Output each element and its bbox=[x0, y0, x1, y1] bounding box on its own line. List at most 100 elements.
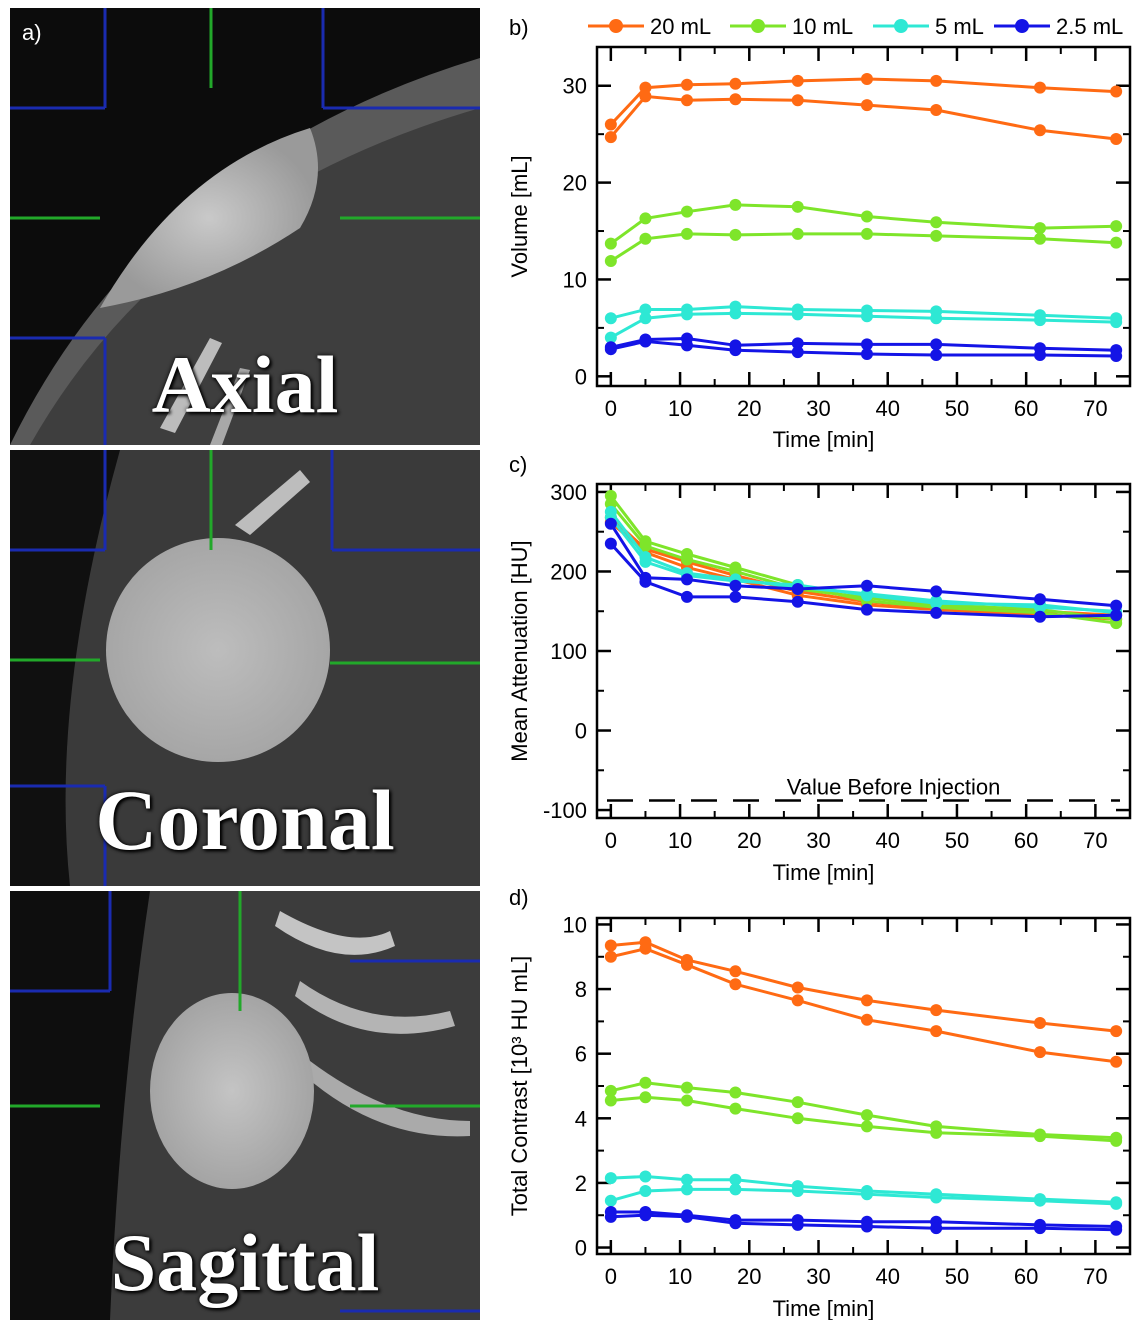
x-tick-label: 50 bbox=[945, 828, 969, 853]
data-point bbox=[930, 606, 943, 619]
view-separator bbox=[10, 886, 480, 891]
data-point bbox=[680, 1081, 693, 1094]
data-point bbox=[930, 1025, 943, 1038]
y-tick-label: 0 bbox=[575, 719, 587, 744]
data-point bbox=[680, 590, 693, 603]
data-point bbox=[930, 103, 943, 116]
y-tick-label: 6 bbox=[575, 1042, 587, 1067]
data-point bbox=[791, 582, 804, 595]
data-point bbox=[1110, 599, 1123, 612]
data-point bbox=[930, 312, 943, 325]
data-point bbox=[930, 1191, 943, 1204]
data-point bbox=[1034, 232, 1047, 245]
data-point bbox=[639, 575, 652, 588]
data-point bbox=[680, 339, 693, 352]
data-point bbox=[604, 537, 617, 550]
data-point bbox=[604, 343, 617, 356]
y-tick-label: 100 bbox=[550, 639, 587, 664]
data-point bbox=[639, 312, 652, 325]
legend: 20 mL 10 mL 5 mL 2.5 mL bbox=[588, 14, 1123, 39]
data-point bbox=[604, 331, 617, 344]
data-point bbox=[860, 310, 873, 323]
data-point bbox=[930, 1004, 943, 1017]
data-point bbox=[860, 603, 873, 616]
data-point bbox=[604, 131, 617, 144]
data-point bbox=[639, 1091, 652, 1104]
x-tick-label: 60 bbox=[1014, 396, 1038, 421]
data-point bbox=[791, 74, 804, 87]
x-tick-label: 70 bbox=[1083, 396, 1107, 421]
data-point bbox=[639, 81, 652, 94]
chart-volume: 0 10 20 30 40 50 60 70 0 10 20 30 Time [min] Volume [… bbox=[507, 15, 1132, 452]
data-point bbox=[1034, 610, 1047, 623]
plot-frame bbox=[595, 482, 1132, 820]
data-point bbox=[639, 232, 652, 245]
data-point bbox=[1034, 1130, 1047, 1143]
x-tick-label: 0 bbox=[605, 828, 617, 853]
data-point bbox=[791, 595, 804, 608]
x-tick-label: 50 bbox=[945, 396, 969, 421]
data-point bbox=[860, 72, 873, 85]
data-point bbox=[680, 1210, 693, 1223]
data-point bbox=[1110, 609, 1123, 622]
data-point bbox=[729, 344, 742, 357]
reference-line-label: Value Before Injection bbox=[787, 775, 1001, 800]
data-point bbox=[860, 210, 873, 223]
data-point bbox=[860, 227, 873, 240]
data-point bbox=[729, 1086, 742, 1099]
y-tick-label: -100 bbox=[543, 798, 587, 823]
data-point bbox=[639, 212, 652, 225]
data-point bbox=[930, 74, 943, 87]
data-point bbox=[604, 255, 617, 268]
x-tick-label: 10 bbox=[668, 1264, 692, 1289]
data-point bbox=[860, 589, 873, 602]
data-point bbox=[1034, 1222, 1047, 1235]
y-tick-label: 30 bbox=[563, 74, 587, 99]
legend-label: 5 mL bbox=[935, 14, 984, 39]
data-point bbox=[680, 227, 693, 240]
data-point bbox=[930, 597, 943, 610]
y-tick-label: 4 bbox=[575, 1106, 587, 1131]
x-tick-label: 20 bbox=[737, 396, 761, 421]
data-point bbox=[680, 1173, 693, 1186]
y-axis-label: Mean Attenuation [HU] bbox=[507, 540, 532, 761]
x-tick-label: 30 bbox=[806, 828, 830, 853]
data-point bbox=[604, 1172, 617, 1185]
data-point bbox=[1034, 1046, 1047, 1059]
data-point bbox=[680, 958, 693, 971]
axial-ct-image: Axial bbox=[10, 8, 480, 445]
data-point bbox=[680, 573, 693, 586]
data-point bbox=[680, 1094, 693, 1107]
data-point bbox=[791, 308, 804, 321]
chart-total-contrast: 0 10 20 30 40 50 60 70 0 2 4 6 8 10 Time [min] Total Co… bbox=[507, 885, 1132, 1320]
data-point bbox=[1034, 1017, 1047, 1029]
data-point bbox=[791, 227, 804, 240]
data-point bbox=[604, 517, 617, 530]
data-point bbox=[860, 1188, 873, 1201]
legend-label: 10 mL bbox=[792, 14, 853, 39]
data-point bbox=[639, 1209, 652, 1222]
data-point bbox=[1110, 220, 1123, 233]
data-point bbox=[1110, 1134, 1123, 1147]
x-axis-label: Time [min] bbox=[773, 427, 875, 452]
data-point bbox=[930, 1126, 943, 1139]
data-point bbox=[791, 1096, 804, 1109]
x-axis-label: Time [min] bbox=[773, 860, 875, 885]
data-point bbox=[791, 94, 804, 107]
data-point bbox=[604, 312, 617, 325]
y-tick-label: 8 bbox=[575, 977, 587, 1002]
data-point bbox=[930, 1222, 943, 1235]
data-point bbox=[791, 1112, 804, 1125]
data-point bbox=[791, 337, 804, 350]
x-axis-label: Time [min] bbox=[773, 1296, 875, 1320]
data-point bbox=[680, 205, 693, 218]
data-point bbox=[1110, 133, 1123, 146]
data-point bbox=[1034, 349, 1047, 362]
data-point bbox=[680, 94, 693, 107]
data-point bbox=[860, 1220, 873, 1233]
coronal-label: Coronal bbox=[95, 772, 395, 868]
coronal-ct-image: Coronal bbox=[10, 450, 480, 886]
data-point bbox=[729, 579, 742, 592]
data-point bbox=[604, 1210, 617, 1223]
legend-marker bbox=[609, 19, 623, 33]
